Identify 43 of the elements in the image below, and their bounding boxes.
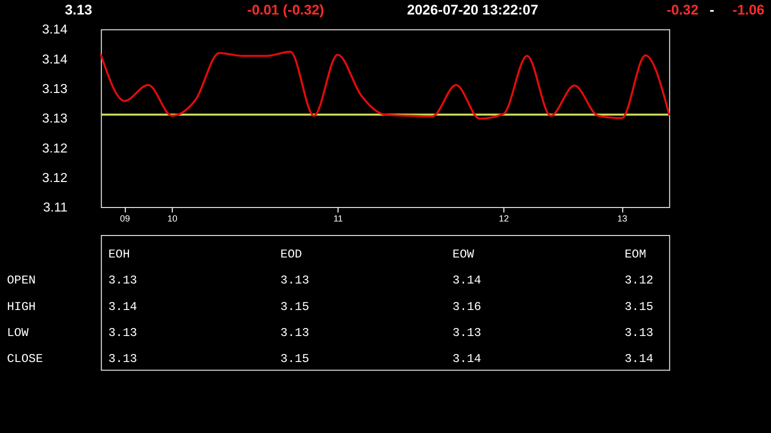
x-tick-label: 11 <box>333 213 343 224</box>
text: -0.01 (-0.32) <box>247 1 324 18</box>
text: 3.14 <box>452 274 482 288</box>
text: 3.14 <box>452 352 482 366</box>
x-tick-label: 13 <box>617 213 628 224</box>
text: 3.13 <box>64 1 92 18</box>
text: 2026-07-20 13:22:07 <box>406 1 538 18</box>
y-tick-label: 3.11 <box>43 200 68 215</box>
text: 3.13 <box>280 274 310 288</box>
category-label: EOW <box>452 247 475 262</box>
text: 3.14 <box>108 300 138 314</box>
category-label: LOW <box>6 326 29 340</box>
text: -0.32 <box>666 1 699 18</box>
y-tick-label: 3.14 <box>42 22 68 37</box>
text: 3.15 <box>280 300 310 314</box>
text: - <box>710 1 715 18</box>
category-label: EOM <box>624 247 646 262</box>
x-tick-label: 09 <box>120 213 130 224</box>
category-label: HIGH <box>6 300 36 314</box>
category-label: OPEN <box>6 274 36 288</box>
category-label: EOH <box>108 247 130 262</box>
text: 3.14 <box>624 352 654 366</box>
text: 3.15 <box>624 300 654 314</box>
text: 3.13 <box>108 274 138 288</box>
y-tick-label: 3.12 <box>42 140 68 156</box>
x-tick-label: 12 <box>498 213 509 224</box>
text: 3.16 <box>452 300 482 314</box>
text: 3.13 <box>108 352 138 366</box>
category-label: EOD <box>280 247 302 262</box>
text: 3.12 <box>624 274 654 288</box>
y-tick-label: 3.12 <box>42 170 68 185</box>
line-series <box>100 50 670 120</box>
x-tick-label: 10 <box>167 213 178 224</box>
y-tick-label: 3.13 <box>42 110 68 126</box>
y-tick-label: 3.14 <box>42 51 68 66</box>
text: -1.06 <box>732 1 765 18</box>
text: 3.13 <box>280 326 310 340</box>
category-label: CLOSE <box>6 352 43 366</box>
text: 3.13 <box>108 326 138 340</box>
text: 3.13 <box>624 326 654 340</box>
text: 3.15 <box>280 352 310 366</box>
y-tick-label: 3.13 <box>42 80 68 96</box>
text: 3.13 <box>452 326 482 340</box>
